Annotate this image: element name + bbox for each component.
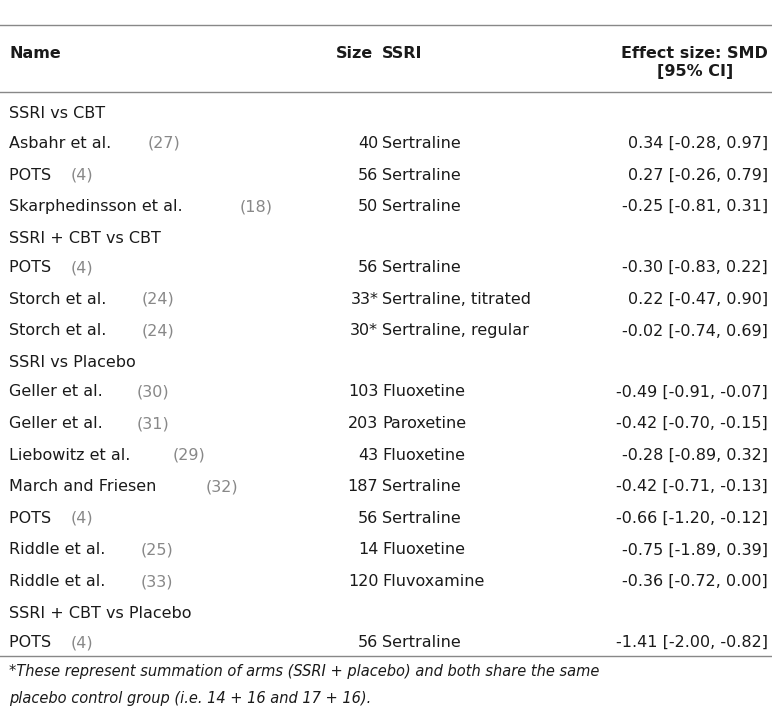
- Text: 56: 56: [358, 635, 378, 650]
- Text: March and Friesen: March and Friesen: [9, 479, 162, 494]
- Text: (25): (25): [141, 542, 173, 557]
- Text: Asbahr et al.: Asbahr et al.: [9, 136, 117, 151]
- Text: (4): (4): [70, 635, 93, 650]
- Text: POTS: POTS: [9, 168, 56, 182]
- Text: Sertraline: Sertraline: [382, 260, 461, 275]
- Text: SSRI: SSRI: [382, 46, 422, 61]
- Text: Size: Size: [336, 46, 373, 61]
- Text: Fluoxetine: Fluoxetine: [382, 542, 466, 557]
- Text: Sertraline: Sertraline: [382, 479, 461, 494]
- Text: -0.25 [-0.81, 0.31]: -0.25 [-0.81, 0.31]: [622, 199, 768, 214]
- Text: placebo control group (i.e. 14 + 16 and 17 + 16).: placebo control group (i.e. 14 + 16 and …: [9, 691, 371, 706]
- Text: Sertraline: Sertraline: [382, 510, 461, 526]
- Text: SSRI + CBT vs CBT: SSRI + CBT vs CBT: [9, 231, 161, 246]
- Text: (32): (32): [206, 479, 239, 494]
- Text: -0.42 [-0.71, -0.13]: -0.42 [-0.71, -0.13]: [616, 479, 768, 494]
- Text: SSRI vs CBT: SSRI vs CBT: [9, 106, 106, 121]
- Text: 14: 14: [358, 542, 378, 557]
- Text: Paroxetine: Paroxetine: [382, 416, 466, 431]
- Text: -0.02 [-0.74, 0.69]: -0.02 [-0.74, 0.69]: [622, 323, 768, 339]
- Text: -1.41 [-2.00, -0.82]: -1.41 [-2.00, -0.82]: [616, 635, 768, 650]
- Text: (29): (29): [172, 447, 205, 463]
- Text: Skarphedinsson et al.: Skarphedinsson et al.: [9, 199, 188, 214]
- Text: 103: 103: [348, 384, 378, 400]
- Text: -0.66 [-1.20, -0.12]: -0.66 [-1.20, -0.12]: [616, 510, 768, 526]
- Text: 0.22 [-0.47, 0.90]: 0.22 [-0.47, 0.90]: [628, 292, 768, 307]
- Text: 40: 40: [358, 136, 378, 151]
- Text: 187: 187: [347, 479, 378, 494]
- Text: (4): (4): [70, 168, 93, 182]
- Text: -0.49 [-0.91, -0.07]: -0.49 [-0.91, -0.07]: [616, 384, 768, 400]
- Text: Geller et al.: Geller et al.: [9, 384, 108, 400]
- Text: Sertraline: Sertraline: [382, 136, 461, 151]
- Text: -0.28 [-0.89, 0.32]: -0.28 [-0.89, 0.32]: [622, 447, 768, 463]
- Text: 30*: 30*: [350, 323, 378, 339]
- Text: SSRI + CBT vs Placebo: SSRI + CBT vs Placebo: [9, 606, 191, 621]
- Text: (4): (4): [70, 260, 93, 275]
- Text: -0.36 [-0.72, 0.00]: -0.36 [-0.72, 0.00]: [622, 574, 768, 589]
- Text: 33*: 33*: [350, 292, 378, 307]
- Text: POTS: POTS: [9, 635, 56, 650]
- Text: Liebowitz et al.: Liebowitz et al.: [9, 447, 136, 463]
- Text: Sertraline, titrated: Sertraline, titrated: [382, 292, 531, 307]
- Text: 203: 203: [348, 416, 378, 431]
- Text: Sertraline: Sertraline: [382, 168, 461, 182]
- Text: 56: 56: [358, 510, 378, 526]
- Text: (27): (27): [147, 136, 181, 151]
- Text: 0.27 [-0.26, 0.79]: 0.27 [-0.26, 0.79]: [628, 168, 768, 182]
- Text: 56: 56: [358, 168, 378, 182]
- Text: (33): (33): [141, 574, 173, 589]
- Text: SSRI vs Placebo: SSRI vs Placebo: [9, 355, 136, 370]
- Text: *These represent summation of arms (SSRI + placebo) and both share the same: *These represent summation of arms (SSRI…: [9, 664, 600, 679]
- Text: Riddle et al.: Riddle et al.: [9, 574, 110, 589]
- Text: (4): (4): [70, 510, 93, 526]
- Text: Storch et al.: Storch et al.: [9, 323, 112, 339]
- Text: -0.42 [-0.70, -0.15]: -0.42 [-0.70, -0.15]: [616, 416, 768, 431]
- Text: (30): (30): [137, 384, 170, 400]
- Text: 50: 50: [358, 199, 378, 214]
- Text: Storch et al.: Storch et al.: [9, 292, 112, 307]
- Text: (24): (24): [141, 323, 174, 339]
- Text: Fluoxetine: Fluoxetine: [382, 447, 466, 463]
- Text: Name: Name: [9, 46, 61, 61]
- Text: Geller et al.: Geller et al.: [9, 416, 108, 431]
- Text: (31): (31): [137, 416, 170, 431]
- Text: (18): (18): [240, 199, 273, 214]
- Text: Effect size: SMD
[95% CI]: Effect size: SMD [95% CI]: [621, 46, 768, 79]
- Text: POTS: POTS: [9, 260, 56, 275]
- Text: -0.75 [-1.89, 0.39]: -0.75 [-1.89, 0.39]: [622, 542, 768, 557]
- Text: Sertraline, regular: Sertraline, regular: [382, 323, 529, 339]
- Text: 120: 120: [347, 574, 378, 589]
- Text: POTS: POTS: [9, 510, 56, 526]
- Text: Riddle et al.: Riddle et al.: [9, 542, 110, 557]
- Text: Fluvoxamine: Fluvoxamine: [382, 574, 485, 589]
- Text: Sertraline: Sertraline: [382, 635, 461, 650]
- Text: 56: 56: [358, 260, 378, 275]
- Text: 43: 43: [358, 447, 378, 463]
- Text: Fluoxetine: Fluoxetine: [382, 384, 466, 400]
- Text: Sertraline: Sertraline: [382, 199, 461, 214]
- Text: (24): (24): [141, 292, 174, 307]
- Text: -0.30 [-0.83, 0.22]: -0.30 [-0.83, 0.22]: [622, 260, 768, 275]
- Text: 0.34 [-0.28, 0.97]: 0.34 [-0.28, 0.97]: [628, 136, 768, 151]
